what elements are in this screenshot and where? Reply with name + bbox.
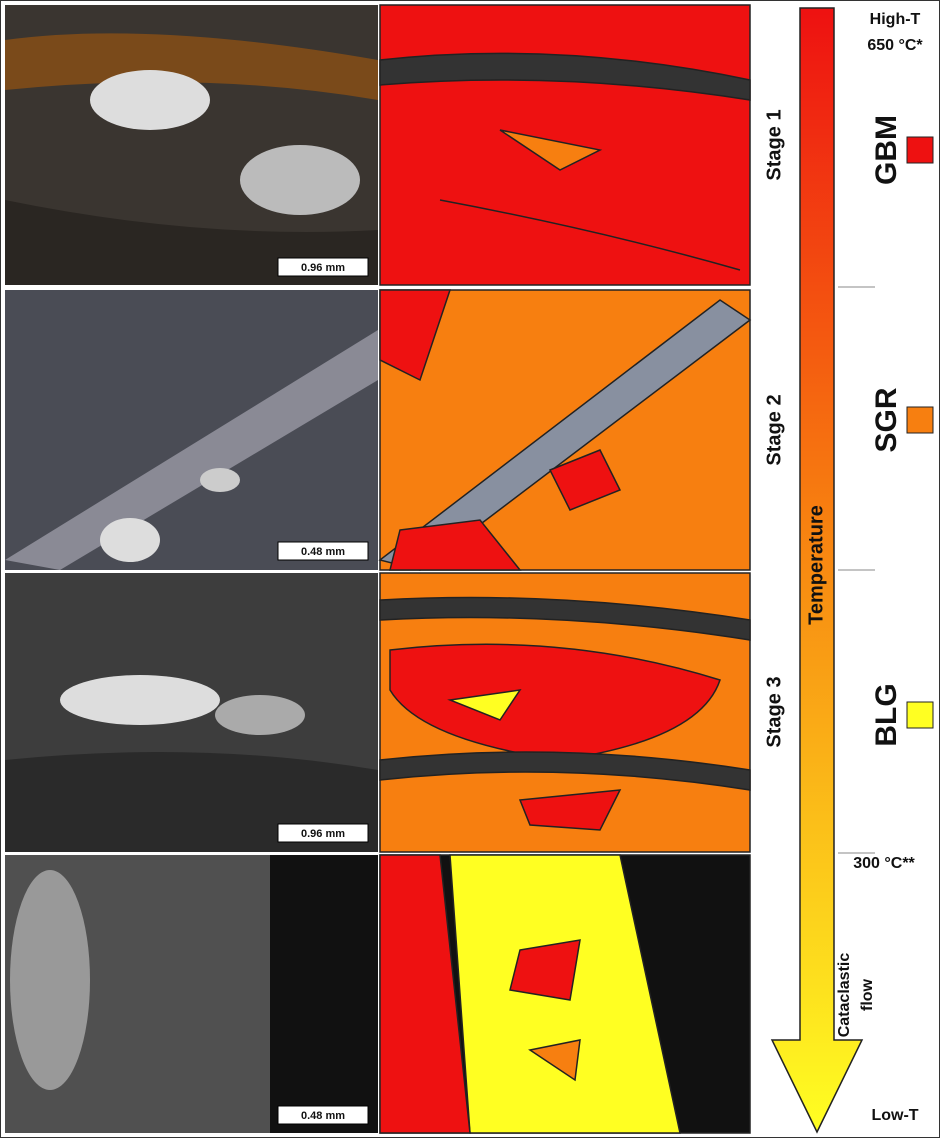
stage-label: Cataclastic <box>836 953 853 1038</box>
scale-label: 0.48 mm <box>301 1110 345 1122</box>
micrographs <box>5 5 378 1133</box>
legend-swatch <box>907 702 933 728</box>
stage-label: Stage 1 <box>763 109 785 180</box>
scale-label: 0.96 mm <box>301 828 345 840</box>
legend-label: GBM <box>870 115 903 185</box>
legend-label: SGR <box>870 387 903 452</box>
legend-swatch <box>907 407 933 433</box>
stage-label: Stage 2 <box>763 394 785 465</box>
arrow-label: Temperature <box>805 505 827 625</box>
scale-label: 0.48 mm <box>301 546 345 558</box>
figure: 0.96 mm 0.48 mm 0.96 mm 0.48 mm Stage 1 … <box>0 0 940 1138</box>
scale-label: 0.96 mm <box>301 262 345 274</box>
legend-label: BLG <box>870 683 903 746</box>
temp-top: 650 °C* <box>867 37 923 54</box>
stage-label: flow <box>859 978 876 1011</box>
legend-swatch <box>907 137 933 163</box>
temp-mid: 300 °C** <box>853 855 915 872</box>
temp-top: High-T <box>870 11 921 28</box>
temp-bottom: Low-T <box>871 1107 918 1124</box>
legend: GBM SGR BLG <box>870 115 933 747</box>
stage-label: Stage 3 <box>763 676 785 747</box>
maps <box>380 5 750 1133</box>
